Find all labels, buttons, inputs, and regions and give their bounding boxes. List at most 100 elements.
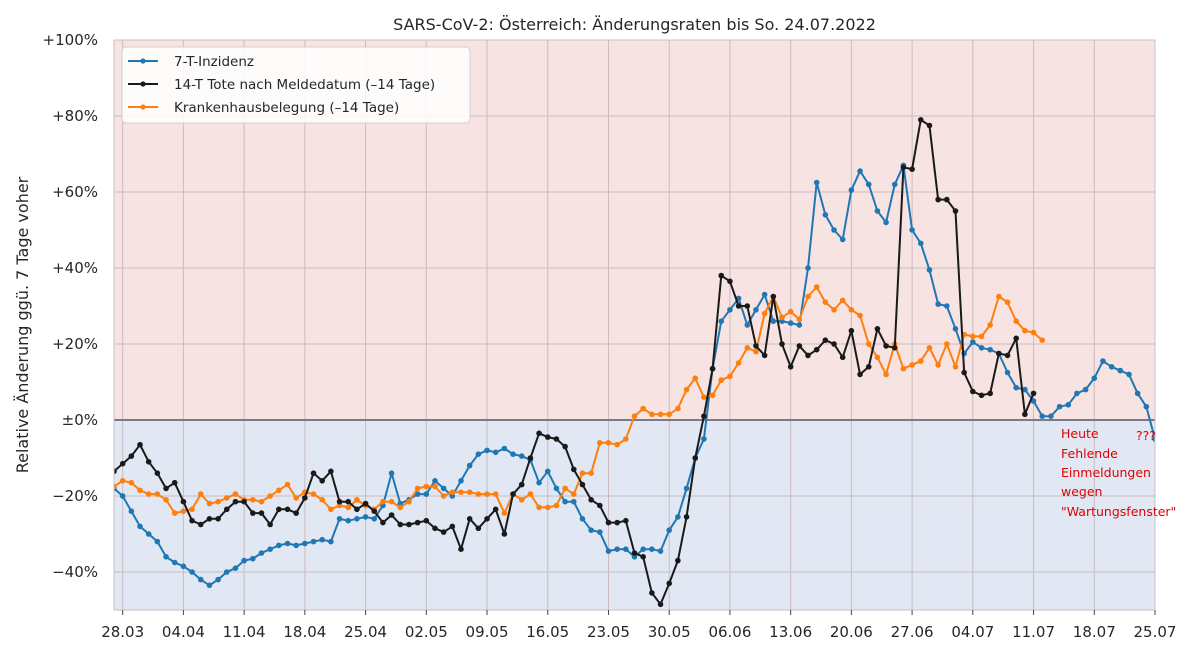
data-point [588, 527, 594, 533]
data-point [874, 208, 881, 214]
data-point [987, 390, 993, 397]
data-point [137, 523, 143, 530]
data-point [753, 348, 759, 355]
y-tick-labels: −40% −20% ±0% +20% +40% +60% +80% +100% [43, 31, 98, 581]
data-point [267, 493, 273, 499]
data-point [1082, 386, 1089, 393]
data-point [163, 497, 169, 503]
data-point [171, 559, 178, 566]
data-point [709, 365, 716, 372]
legend-box [121, 46, 471, 124]
data-point [484, 516, 490, 522]
data-point [657, 411, 664, 418]
data-point [657, 548, 664, 554]
data-point [614, 546, 620, 552]
data-point [891, 181, 898, 188]
data-point [284, 481, 291, 488]
data-point [666, 411, 672, 418]
data-point [154, 491, 161, 497]
data-point [536, 430, 542, 437]
data-point [527, 455, 534, 461]
data-point [649, 590, 655, 596]
data-point [857, 168, 863, 174]
data-point [432, 525, 438, 532]
data-point [562, 498, 568, 505]
data-point [380, 498, 386, 505]
x-tick-label: 23.05 [587, 623, 630, 641]
x-tick-label: 27.06 [891, 623, 934, 641]
data-point [822, 212, 829, 218]
series-layer [114, 117, 1155, 608]
data-point [917, 240, 924, 247]
data-point [796, 322, 803, 328]
data-point [597, 502, 603, 509]
data-point [258, 550, 265, 556]
data-point [388, 512, 395, 518]
data-point [258, 510, 265, 516]
data-point [779, 314, 785, 321]
data-point [1134, 390, 1141, 397]
data-point [336, 516, 343, 522]
data-point [761, 291, 768, 298]
x-tick-label: 13.06 [769, 623, 812, 641]
data-point [623, 517, 629, 524]
data-point [163, 554, 169, 560]
data-point [1004, 369, 1011, 376]
data-point [145, 491, 152, 497]
data-point [917, 358, 924, 364]
data-point [761, 352, 768, 359]
x-tick-label: 11.07 [1012, 623, 1055, 641]
annotations: ??? Heute Fehlende Einmeldungen wegen "W… [1061, 426, 1176, 519]
x-tick-label: 02.05 [405, 623, 448, 641]
data-point [492, 506, 499, 513]
data-point [865, 364, 872, 370]
data-point [492, 491, 499, 497]
data-point [796, 316, 803, 323]
data-point [119, 478, 126, 484]
data-point [1013, 318, 1019, 325]
data-point [675, 514, 681, 520]
data-point [336, 498, 343, 505]
grid [114, 39, 1156, 610]
data-point [787, 308, 794, 315]
data-point [805, 352, 811, 359]
data-point [414, 485, 421, 492]
data-point [328, 538, 334, 545]
data-point [727, 373, 733, 380]
data-point [466, 516, 473, 522]
plot-frame [113, 39, 1156, 611]
x-tick-label: 30.05 [648, 623, 691, 641]
data-point [475, 525, 482, 532]
data-point [692, 375, 699, 382]
data-point [874, 326, 881, 332]
data-point [241, 498, 247, 505]
data-point [640, 546, 646, 552]
data-point [223, 569, 230, 575]
data-point [996, 350, 1002, 357]
y-tick-label: +100% [43, 31, 98, 49]
data-point [536, 479, 542, 486]
data-point [180, 508, 187, 514]
data-point [605, 519, 612, 526]
data-point [709, 392, 716, 399]
data-point [458, 489, 464, 496]
data-point [735, 360, 742, 366]
data-point [475, 451, 482, 458]
data-point [1100, 358, 1106, 364]
data-point [328, 468, 334, 475]
data-point [649, 546, 655, 552]
data-point [605, 548, 612, 554]
negative-region [114, 420, 1155, 610]
data-point [944, 196, 950, 203]
data-point [891, 345, 898, 351]
data-point [987, 346, 993, 353]
data-point [631, 413, 638, 420]
data-point [319, 497, 326, 503]
data-point [570, 491, 577, 497]
data-point [579, 516, 586, 522]
data-point [310, 470, 317, 477]
data-point [935, 362, 941, 368]
data-point [206, 500, 213, 507]
data-point [701, 413, 707, 420]
data-point [813, 346, 820, 353]
